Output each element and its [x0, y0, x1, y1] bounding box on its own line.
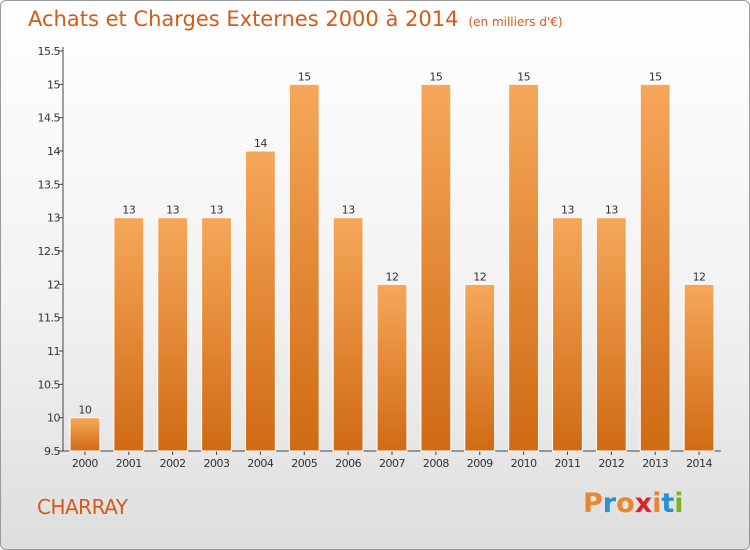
bar-value-label: 13: [210, 204, 223, 217]
logo-letter: o: [616, 488, 635, 519]
x-tick-label: 2002: [160, 457, 186, 470]
bar-value-label: 12: [386, 270, 399, 283]
bar-value-label: 15: [298, 70, 311, 83]
bar: [420, 83, 452, 452]
bar-value-label: 13: [561, 204, 574, 217]
chart-title: Achats et Charges Externes 2000 à 2014 (e…: [28, 7, 563, 31]
y-tick-label: 10: [47, 412, 60, 425]
bar-value-label: 13: [342, 204, 355, 217]
bar: [376, 283, 408, 452]
bar: [157, 217, 189, 452]
city-name: CHARRAY: [37, 495, 128, 519]
bar-value-label: 15: [649, 70, 662, 83]
bar: [683, 283, 715, 452]
y-tick-label: 14: [47, 145, 60, 158]
bar: [201, 217, 232, 452]
x-tick-label: 2012: [598, 457, 624, 470]
logo-letter: P: [583, 488, 603, 519]
y-tick-label: 9.5: [44, 445, 60, 458]
bar: [69, 417, 101, 452]
bar: [113, 217, 145, 452]
x-tick-label: 2007: [379, 457, 405, 470]
x-tick-label: 2005: [291, 457, 317, 470]
logo-letter: x: [634, 488, 653, 519]
x-tick-label: 2008: [423, 457, 449, 470]
bar: [552, 217, 583, 452]
x-tick-label: 2011: [554, 457, 580, 470]
y-tick-label: 12.5: [38, 245, 61, 258]
y-tick-label: 11.5: [38, 312, 61, 325]
y-tick-label: 13.5: [38, 178, 61, 191]
x-tick-label: 2001: [116, 457, 142, 470]
bar: [332, 217, 364, 452]
bar: [639, 83, 671, 452]
bar-value-label: 13: [605, 204, 618, 217]
proxiti-logo: Proxiti: [583, 488, 684, 519]
bar-value-label: 15: [517, 70, 530, 83]
chart-subtitle: (en milliers d'€): [468, 15, 563, 29]
bar: [508, 83, 540, 452]
x-tick-label: 2014: [686, 457, 712, 470]
y-tick-label: 11: [47, 345, 60, 358]
x-tick-label: 2004: [247, 457, 273, 470]
x-tick-label: 2009: [467, 457, 493, 470]
x-tick-label: 2006: [335, 457, 361, 470]
bar-value-label: 12: [473, 270, 486, 283]
x-tick-label: 2013: [642, 457, 668, 470]
bar-series: 10 13 13 13 14 15 13 12 15 12 15 13 13 15 12: [69, 70, 715, 452]
x-tick-label: 2000: [72, 457, 98, 470]
bar-value-label: 12: [693, 270, 706, 283]
y-tick-label: 10.5: [38, 378, 61, 391]
bar-value-label: 10: [78, 404, 91, 417]
x-tick-label: 2003: [204, 457, 230, 470]
bar: [595, 217, 627, 452]
x-tick-label: 2010: [511, 457, 537, 470]
logo-letter: i: [674, 488, 684, 519]
chart-title-text: Achats et Charges Externes 2000 à 2014: [28, 7, 459, 31]
bar-value-label: 15: [429, 70, 442, 83]
y-tick-label: 15: [47, 78, 60, 91]
chart-axes: 9.5 10 10.5 11 11.5 12 12.5 13 13.5 14 14.5 15 15.5 2…: [38, 45, 721, 470]
bar-value-label: 14: [254, 137, 267, 150]
y-tick-label: 14.5: [38, 112, 61, 125]
bar: [244, 150, 276, 452]
bar-value-label: 13: [122, 204, 135, 217]
logo-letter: r: [602, 488, 617, 519]
y-tick-label: 13: [47, 212, 60, 225]
y-tick-label: 15.5: [38, 45, 61, 58]
logo-letter: i: [652, 488, 662, 519]
bar-value-label: 13: [166, 204, 179, 217]
logo-letter: t: [661, 488, 675, 519]
y-tick-label: 12: [47, 278, 60, 291]
bar: [288, 83, 320, 452]
bar: [464, 283, 496, 452]
